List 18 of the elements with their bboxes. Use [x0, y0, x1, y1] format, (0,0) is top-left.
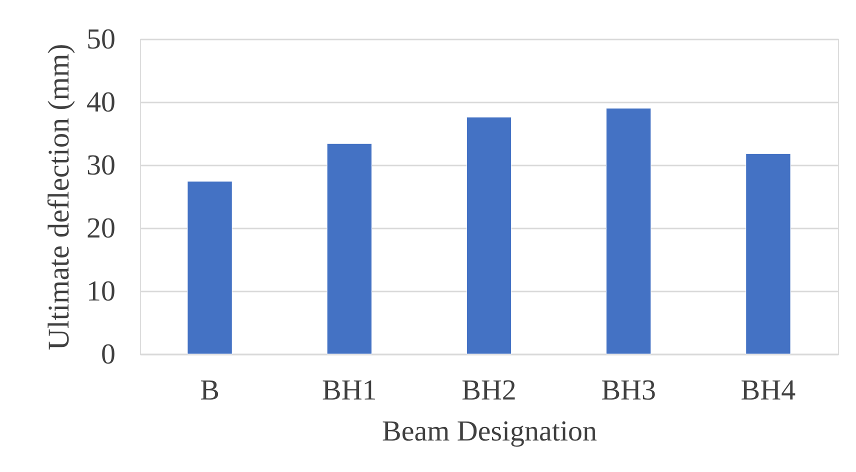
- y-tick-label: 30: [86, 150, 116, 182]
- x-axis-title: Beam Designation: [382, 416, 598, 448]
- bar: [187, 181, 232, 354]
- y-tick-label: 0: [101, 338, 116, 370]
- x-tick-label: BH4: [740, 374, 796, 406]
- y-tick-label: 50: [86, 24, 116, 56]
- x-tick-label: BH2: [462, 374, 516, 406]
- y-tick-label: 10: [86, 276, 116, 308]
- x-tick-label: B: [200, 374, 220, 406]
- x-tick-label: BH3: [601, 374, 656, 406]
- bar: [606, 108, 652, 354]
- y-tick-label: 20: [86, 212, 116, 244]
- bar: [326, 143, 372, 354]
- x-tick-label: BH1: [322, 374, 377, 406]
- y-axis-title: Ultimate deflection (mm): [42, 44, 76, 350]
- y-tick-label: 40: [86, 86, 116, 118]
- bar: [746, 153, 791, 354]
- bar: [466, 116, 512, 354]
